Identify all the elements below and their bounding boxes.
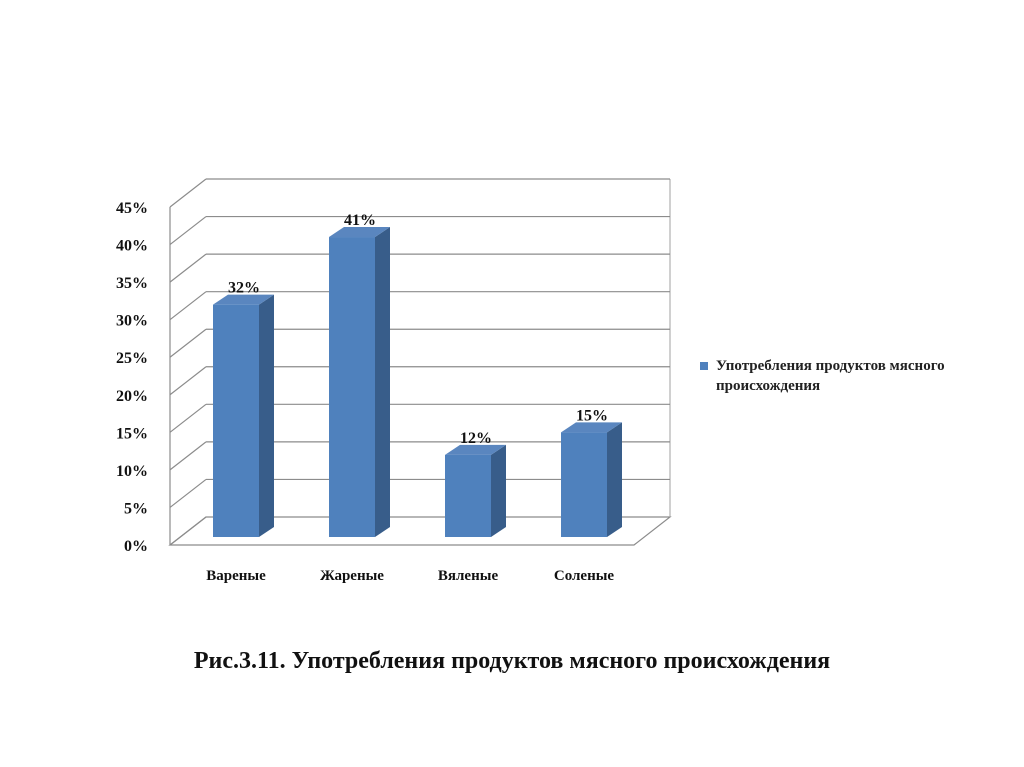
- side-gridline: [169, 216, 207, 246]
- bar: [213, 294, 274, 537]
- y-tick-label: 40%: [116, 238, 148, 255]
- x-tick-label: Жареные: [320, 568, 384, 584]
- bar: [329, 227, 390, 538]
- side-gridline: [169, 441, 207, 471]
- y-tick-label: 15%: [116, 425, 148, 442]
- y-tick-label: 0%: [124, 538, 148, 555]
- data-label: 12%: [460, 430, 492, 447]
- data-labels: 32% 41% 12% 15%: [228, 212, 608, 447]
- legend-label: Употребления продуктов мясного происхожд…: [716, 358, 945, 394]
- x-tick-label: Вяленые: [438, 568, 499, 584]
- y-tick-label: 45%: [116, 200, 148, 217]
- bar: [445, 444, 506, 537]
- y-tick-label: 10%: [116, 463, 148, 480]
- side-gridline: [169, 478, 207, 508]
- side-gridline: [169, 403, 207, 433]
- y-tick-label: 25%: [116, 350, 148, 367]
- bar-side-face: [607, 422, 622, 537]
- side-gridline: [169, 328, 207, 358]
- y-axis-tick-labels: 0% 5% 10% 15% 20% 25% 30% 35% 40% 45%: [116, 200, 148, 555]
- chart-gridlines: [169, 178, 670, 546]
- figure-caption: Рис.3.11. Употребления продуктов мясного…: [193, 648, 831, 674]
- bar-front-face: [213, 304, 259, 537]
- y-tick-label: 20%: [116, 388, 148, 405]
- bar-top-face: [445, 444, 506, 455]
- bar-top-face: [213, 294, 274, 305]
- side-gridline: [169, 516, 207, 546]
- bar-front-face: [329, 237, 375, 538]
- chart-legend: Употребления продуктов мясного происхожд…: [700, 356, 980, 396]
- side-gridline: [169, 366, 207, 396]
- bar-front-face: [445, 454, 491, 537]
- bar-chart: 0% 5% 10% 15% 20% 25% 30% 35% 40% 45% Вареные Жаре…: [116, 178, 672, 584]
- data-label: 15%: [576, 407, 608, 424]
- data-label: 32%: [228, 280, 260, 297]
- bar: [561, 422, 622, 537]
- x-tick-label: Соленые: [554, 568, 615, 584]
- side-gridline: [169, 253, 207, 283]
- bar-side-face: [375, 227, 390, 538]
- y-tick-label: 30%: [116, 313, 148, 330]
- legend-swatch: [700, 362, 708, 370]
- x-axis-tick-labels: Вареные Жареные Вяленые Соленые: [206, 568, 614, 584]
- side-gridline: [169, 291, 207, 321]
- side-gridline: [169, 178, 207, 208]
- bar-front-face: [561, 432, 607, 537]
- y-tick-label: 35%: [116, 275, 148, 292]
- bar-side-face: [259, 294, 274, 537]
- x-tick-label: Вареные: [206, 568, 266, 584]
- bar-top-face: [329, 227, 390, 238]
- bar-top-face: [561, 422, 622, 433]
- y-tick-label: 5%: [124, 500, 148, 517]
- chart-bars: [213, 227, 622, 538]
- bar-side-face: [491, 444, 506, 537]
- data-label: 41%: [344, 212, 376, 229]
